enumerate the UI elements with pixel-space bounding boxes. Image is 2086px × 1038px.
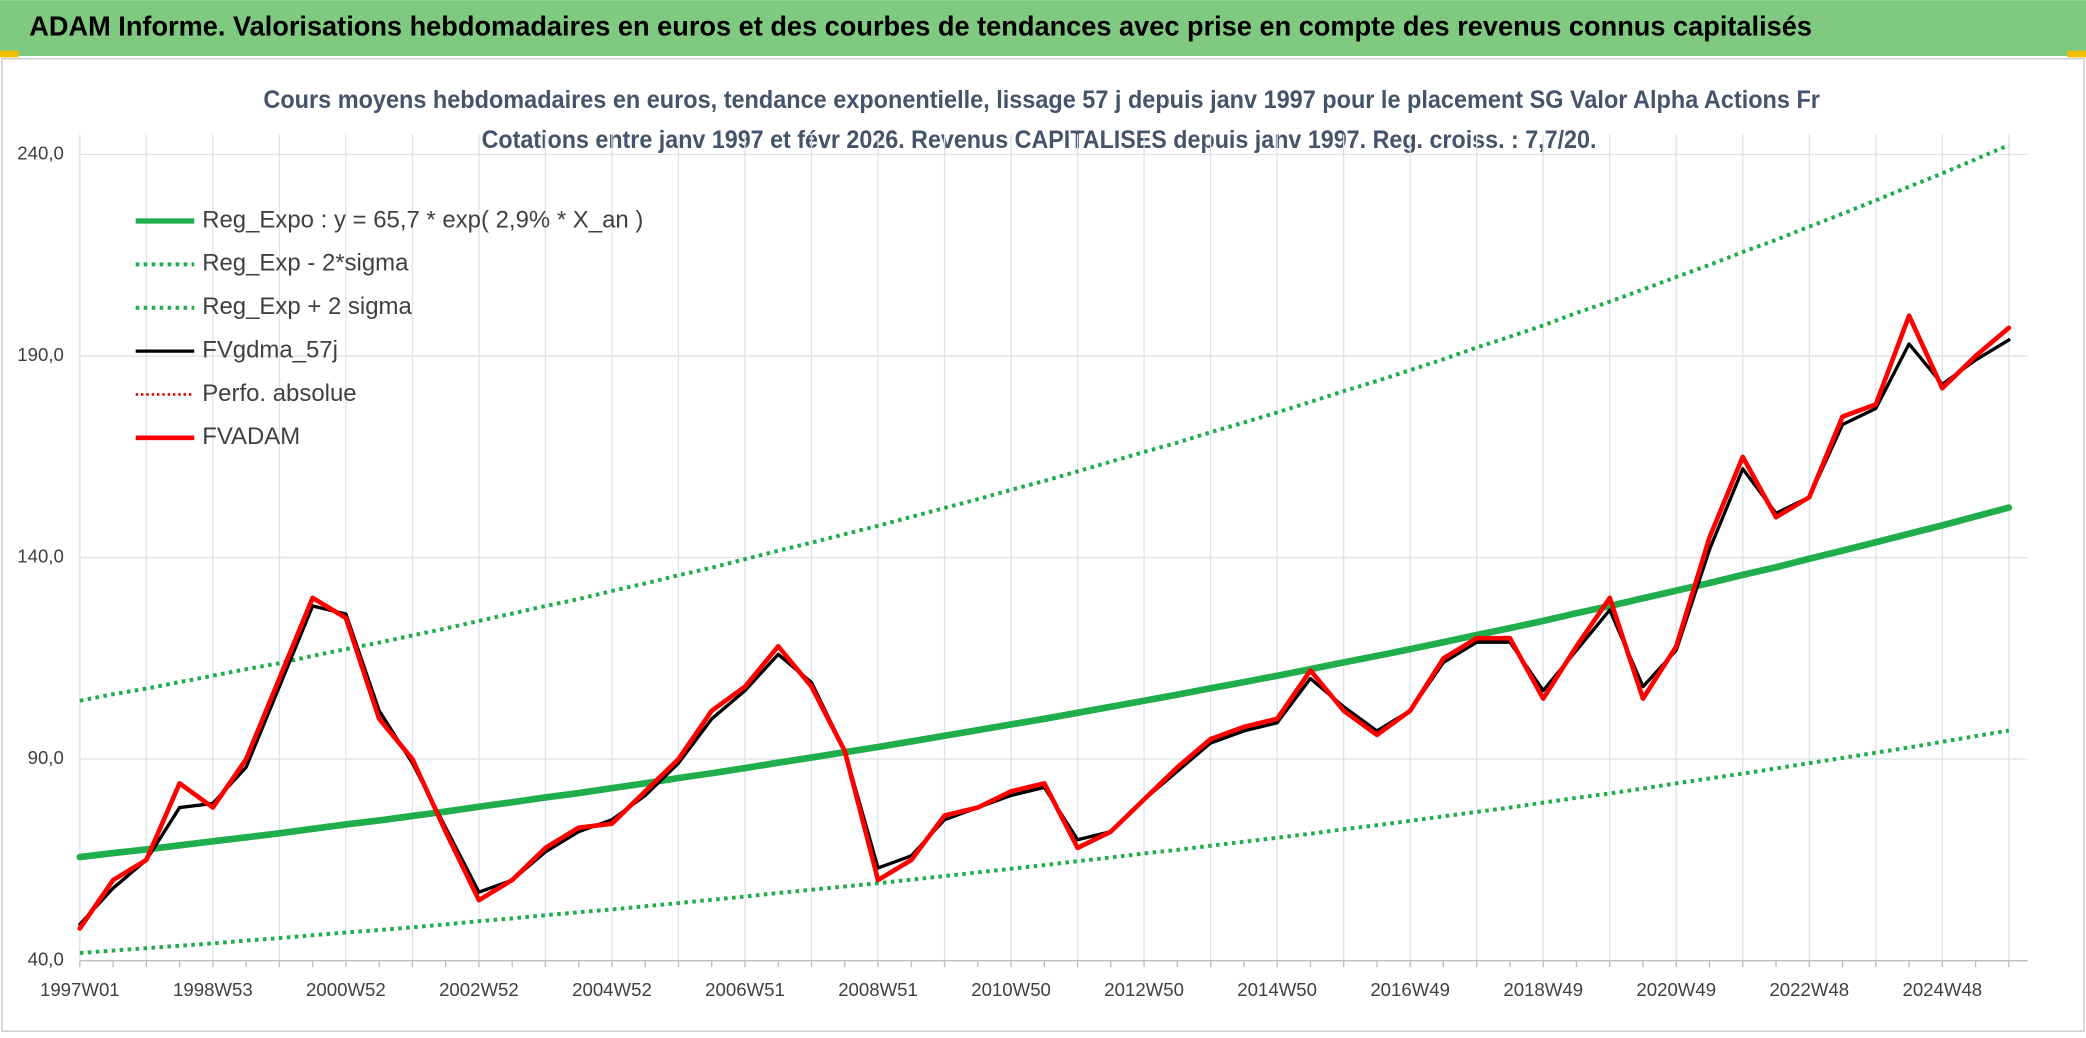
legend-label: FVgdma_57j — [202, 336, 338, 363]
corner-mark — [0, 50, 19, 58]
chart-subtitle: Cotations entre janv 1997 et févr 2026. … — [482, 126, 1597, 154]
chart-title: ADAM Informe. Valorisations hebdomadaire… — [29, 10, 1812, 41]
x-tick-label: 2006W51 — [705, 979, 785, 1000]
x-tick-label: 2012W50 — [1104, 979, 1184, 1000]
legend-label: Reg_Exp + 2 sigma — [202, 293, 412, 320]
banner — [0, 0, 2086, 57]
x-tick-label: 2024W48 — [1902, 979, 1982, 1000]
x-tick-label: 2010W50 — [971, 979, 1051, 1000]
chart-border — [1, 58, 2085, 1032]
x-tick-label: 2018W49 — [1503, 979, 1583, 1000]
grid: 40,0 90,0 140,0 190,0 240,0 1997W01 1998W53 200… — [17, 134, 2028, 1000]
y-tick-label: 90,0 — [28, 747, 64, 768]
legend-label: Reg_Expo : y = 65,7 * exp( 2,9% * X_an ) — [202, 206, 643, 233]
legend-label: Reg_Exp - 2*sigma — [202, 250, 409, 277]
y-tick-label: 190,0 — [17, 344, 64, 365]
series-line — [79, 143, 2010, 703]
series-line — [77, 313, 2012, 931]
y-tick-label: 40,0 — [28, 949, 64, 970]
x-tick-label: 2000W52 — [306, 979, 386, 1000]
x-tick-label: 2004W52 — [572, 979, 652, 1000]
series-line — [79, 728, 2010, 955]
y-tick-label: 240,0 — [17, 142, 64, 163]
x-tick-label: 2008W51 — [838, 979, 918, 1000]
x-tick-label: 2016W49 — [1370, 979, 1450, 1000]
x-tick-label: 2002W52 — [439, 979, 519, 1000]
x-tick-label: 2022W48 — [1769, 979, 1849, 1000]
x-tick-label: 1998W53 — [173, 979, 253, 1000]
plot — [76, 143, 2013, 955]
x-tick-label: 2020W49 — [1636, 979, 1716, 1000]
x-tick-label: 2014W50 — [1237, 979, 1317, 1000]
y-tick-label: 140,0 — [17, 546, 64, 567]
legend: Reg_Expo : y = 65,7 * exp( 2,9% * X_an )… — [135, 206, 643, 450]
x-tick-label: 1997W01 — [40, 979, 120, 1000]
legend-label: FVADAM — [202, 423, 300, 450]
chart-subtitle: Cours moyens hebdomadaires en euros, ten… — [263, 86, 1820, 114]
legend-label: Perfo. absolue — [202, 380, 356, 407]
series-line — [76, 504, 2013, 861]
corner-mark — [2067, 50, 2086, 58]
